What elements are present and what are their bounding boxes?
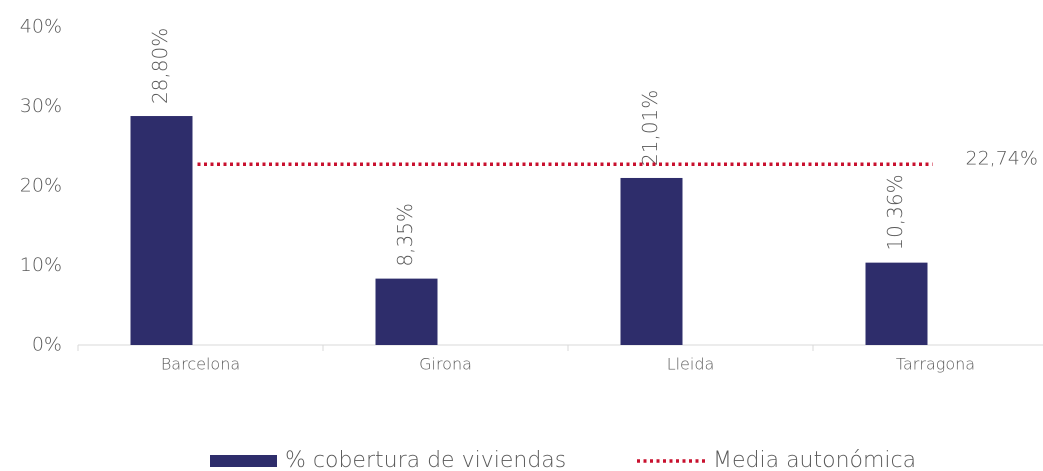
y-tick-label: 10% bbox=[20, 254, 62, 276]
bar-value-label: 10,36% bbox=[883, 174, 907, 250]
y-tick-label: 20% bbox=[20, 175, 62, 197]
y-tick-label: 0% bbox=[32, 334, 62, 356]
bar bbox=[130, 116, 193, 345]
bar bbox=[620, 177, 683, 345]
y-tick-label: 40% bbox=[20, 16, 62, 38]
bar-value-label: 21,01% bbox=[638, 90, 662, 166]
y-tick-label: 30% bbox=[20, 95, 62, 117]
bar-value-label: 28,80% bbox=[148, 28, 172, 104]
line-value-label: 22,74% bbox=[966, 148, 1038, 170]
x-tick-label: Tarragona bbox=[896, 355, 975, 374]
bar-value-label: 8,35% bbox=[393, 203, 417, 267]
bar bbox=[375, 278, 438, 345]
legend-label: % cobertura de viviendas bbox=[285, 448, 566, 471]
x-tick-label: Lleida bbox=[667, 355, 715, 374]
x-tick-label: Barcelona bbox=[161, 355, 240, 374]
legend-swatch bbox=[210, 455, 277, 467]
legend-label: Media autonómica bbox=[713, 448, 916, 471]
x-tick-label: Girona bbox=[419, 355, 472, 374]
bar bbox=[865, 262, 928, 345]
